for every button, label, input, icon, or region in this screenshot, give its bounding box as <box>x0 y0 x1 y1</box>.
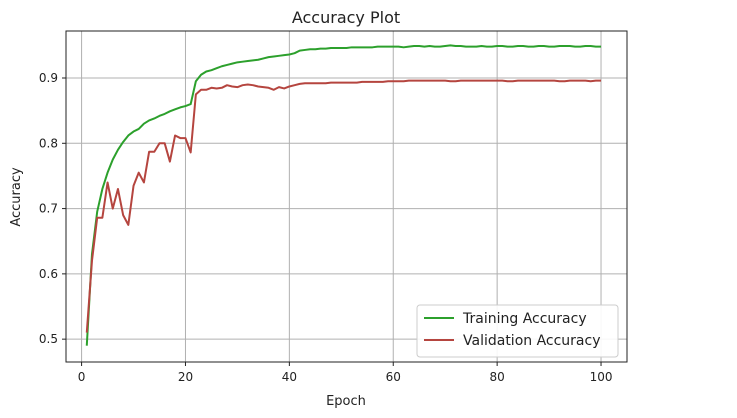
legend: Training Accuracy Validation Accuracy <box>416 304 619 358</box>
series-lines <box>85 44 602 346</box>
chart-title: Accuracy Plot <box>292 8 400 27</box>
training-accuracy-line <box>85 44 602 346</box>
x-tick-label: 0 <box>78 370 86 384</box>
x-axis-label: Epoch <box>326 394 366 409</box>
y-tick-label: 0.8 <box>39 136 58 150</box>
legend-box <box>416 304 619 358</box>
legend-label-training: Training Accuracy <box>462 311 587 327</box>
x-tick-label: 100 <box>590 370 613 384</box>
x-tick-label: 60 <box>386 370 401 384</box>
x-tick-label: 40 <box>282 370 297 384</box>
y-tick-label: 0.6 <box>39 267 58 281</box>
x-tick-label: 80 <box>489 370 504 384</box>
x-tick-label: 20 <box>178 370 193 384</box>
y-tick-label: 0.9 <box>39 71 58 85</box>
y-tick-label: 0.5 <box>39 332 58 346</box>
y-tick-label: 0.7 <box>39 202 58 216</box>
axis-ticks: 0 20 40 60 80 100 0.5 0.6 0.7 0.8 0.9 <box>39 71 613 384</box>
y-axis-label: Accuracy <box>9 167 24 227</box>
plot-frame <box>65 30 628 363</box>
validation-accuracy-line <box>85 79 602 333</box>
legend-label-validation: Validation Accuracy <box>463 333 601 349</box>
